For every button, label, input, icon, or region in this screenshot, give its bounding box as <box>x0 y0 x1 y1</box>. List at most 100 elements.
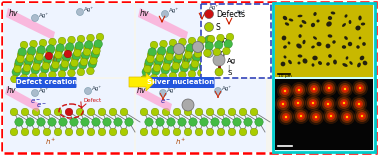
Text: $h^+$: $h^+$ <box>45 137 57 147</box>
Circle shape <box>10 108 18 116</box>
Ellipse shape <box>331 11 335 15</box>
Circle shape <box>313 115 319 120</box>
Circle shape <box>174 55 182 63</box>
Polygon shape <box>5 86 40 112</box>
Circle shape <box>189 63 198 71</box>
Circle shape <box>206 128 214 136</box>
Circle shape <box>282 113 290 121</box>
Circle shape <box>163 63 170 71</box>
Text: S: S <box>227 70 231 76</box>
Circle shape <box>160 40 167 48</box>
Circle shape <box>21 128 29 136</box>
Ellipse shape <box>284 55 287 59</box>
Text: Ag: Ag <box>227 58 236 64</box>
Circle shape <box>125 118 133 126</box>
Circle shape <box>198 36 205 44</box>
Circle shape <box>312 102 314 104</box>
Circle shape <box>194 50 202 58</box>
Circle shape <box>87 128 95 136</box>
Circle shape <box>192 56 199 64</box>
Bar <box>4 4 134 77</box>
Circle shape <box>293 108 309 124</box>
Circle shape <box>184 128 192 136</box>
Ellipse shape <box>288 60 292 64</box>
Circle shape <box>306 81 322 97</box>
Circle shape <box>162 128 170 136</box>
Circle shape <box>325 102 330 106</box>
Circle shape <box>204 22 214 31</box>
Circle shape <box>22 67 30 75</box>
Circle shape <box>214 88 222 95</box>
Text: Defects: Defects <box>216 10 245 19</box>
Text: Silver nucleation: Silver nucleation <box>147 80 214 86</box>
Circle shape <box>295 86 303 94</box>
Text: $h^+$: $h^+$ <box>175 137 186 147</box>
Ellipse shape <box>313 12 317 16</box>
Circle shape <box>109 108 117 116</box>
Circle shape <box>282 89 288 93</box>
Circle shape <box>239 128 247 136</box>
Circle shape <box>223 47 230 55</box>
Circle shape <box>54 51 62 59</box>
Circle shape <box>31 66 39 74</box>
Circle shape <box>93 43 101 51</box>
Circle shape <box>325 110 337 122</box>
Circle shape <box>172 62 180 70</box>
Circle shape <box>145 58 153 66</box>
Circle shape <box>174 44 184 55</box>
Circle shape <box>54 108 62 116</box>
Circle shape <box>200 118 208 126</box>
Circle shape <box>33 59 41 67</box>
Circle shape <box>356 102 361 106</box>
Circle shape <box>343 102 345 104</box>
Circle shape <box>10 128 18 136</box>
Ellipse shape <box>316 42 322 46</box>
Circle shape <box>46 48 53 56</box>
Circle shape <box>90 57 97 65</box>
Ellipse shape <box>316 20 319 22</box>
Circle shape <box>195 46 202 54</box>
Circle shape <box>297 102 299 104</box>
Circle shape <box>340 99 348 107</box>
Circle shape <box>293 84 305 96</box>
Circle shape <box>202 52 211 60</box>
Ellipse shape <box>311 46 315 49</box>
Circle shape <box>222 118 230 126</box>
Circle shape <box>177 45 185 53</box>
Circle shape <box>209 61 217 69</box>
Circle shape <box>308 83 320 95</box>
Ellipse shape <box>311 63 314 67</box>
Ellipse shape <box>342 45 346 49</box>
Ellipse shape <box>361 22 365 25</box>
Circle shape <box>75 42 84 50</box>
Circle shape <box>87 108 95 116</box>
Circle shape <box>354 82 366 94</box>
Text: $h^+$: $h^+$ <box>183 54 195 64</box>
Circle shape <box>65 108 73 116</box>
Text: $h^+$: $h^+$ <box>52 54 64 64</box>
Circle shape <box>42 62 50 70</box>
Ellipse shape <box>359 37 361 39</box>
Circle shape <box>228 108 236 116</box>
Circle shape <box>141 75 148 83</box>
Ellipse shape <box>333 60 337 64</box>
Ellipse shape <box>326 21 332 27</box>
Circle shape <box>328 113 333 119</box>
Circle shape <box>40 65 49 73</box>
Text: Ag⁺: Ag⁺ <box>167 88 177 93</box>
Circle shape <box>54 128 62 136</box>
Circle shape <box>323 108 339 124</box>
Circle shape <box>280 102 285 106</box>
Circle shape <box>37 46 45 54</box>
Text: $hv$: $hv$ <box>8 7 19 18</box>
Ellipse shape <box>311 23 315 27</box>
Circle shape <box>356 84 364 92</box>
Circle shape <box>217 67 224 75</box>
Bar <box>275 79 373 150</box>
Circle shape <box>148 48 156 56</box>
Circle shape <box>217 34 224 42</box>
Circle shape <box>206 108 214 116</box>
Circle shape <box>39 72 47 80</box>
Circle shape <box>61 60 69 68</box>
Circle shape <box>339 109 355 125</box>
